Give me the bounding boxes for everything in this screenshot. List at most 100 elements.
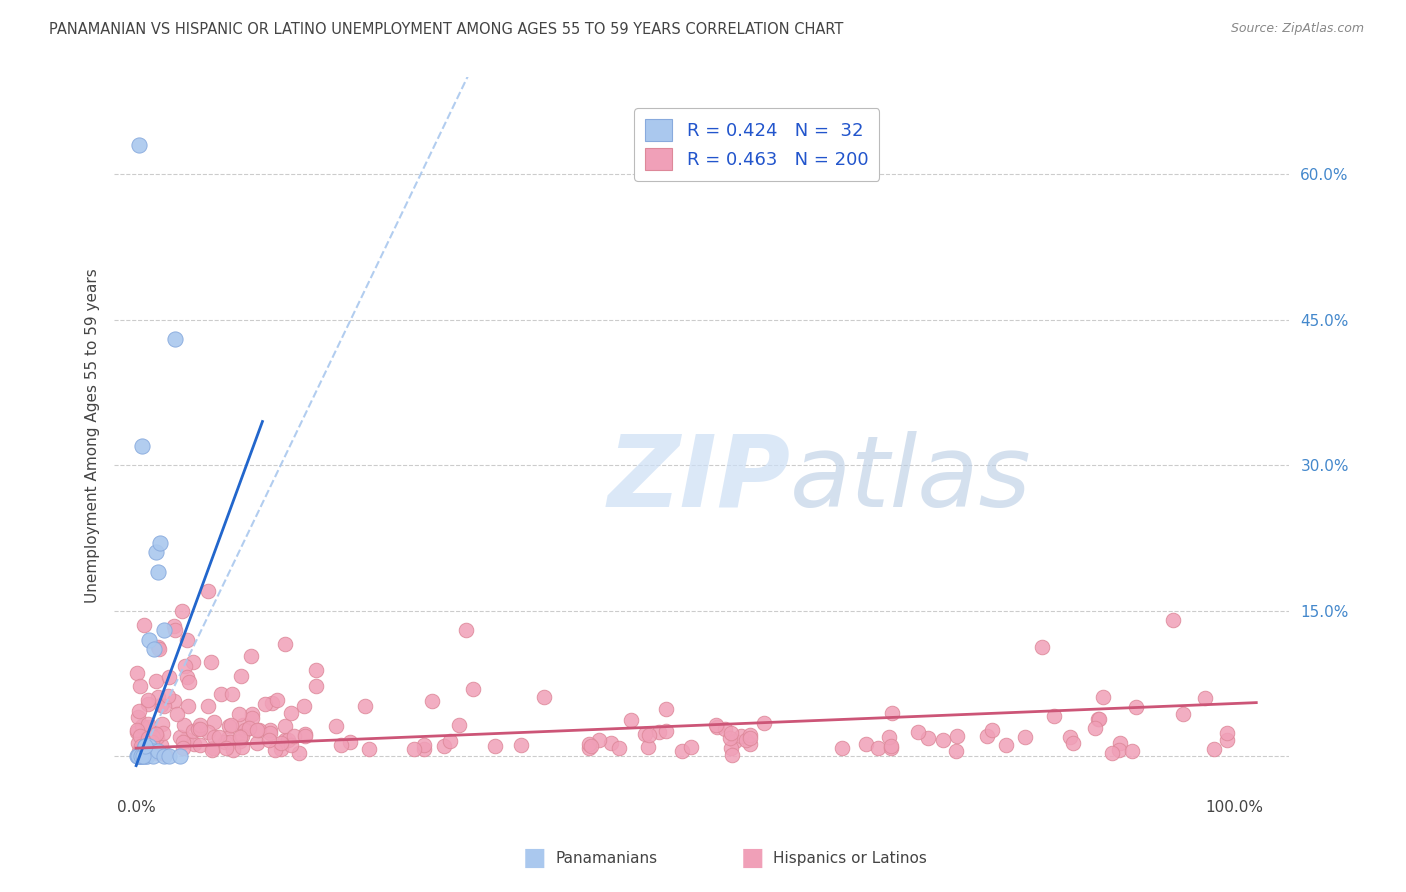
- Point: [132, 748, 155, 763]
- Point: [714, 722, 737, 736]
- Y-axis label: Unemployment Among Ages 55 to 59 years: Unemployment Among Ages 55 to 59 years: [86, 268, 100, 604]
- Point: [274, 637, 297, 651]
- Point: [274, 732, 297, 747]
- Point: [136, 744, 159, 758]
- Point: [146, 730, 169, 744]
- Point: [240, 706, 263, 721]
- Point: [277, 732, 299, 747]
- Point: [176, 632, 198, 647]
- Point: [420, 694, 443, 708]
- Point: [152, 725, 174, 739]
- Point: [183, 655, 205, 669]
- Point: [172, 735, 194, 749]
- Point: [1215, 726, 1237, 740]
- Point: [339, 734, 361, 748]
- Point: [146, 746, 169, 760]
- Point: [169, 748, 191, 763]
- Point: [257, 733, 280, 747]
- Point: [188, 718, 211, 732]
- Point: [174, 732, 197, 747]
- Point: [131, 748, 153, 763]
- Point: [157, 689, 180, 703]
- Point: [449, 718, 471, 732]
- Point: [325, 719, 347, 733]
- Point: [280, 706, 302, 721]
- Point: [145, 727, 167, 741]
- Point: [228, 734, 250, 748]
- Point: [132, 618, 155, 632]
- Point: [294, 727, 316, 741]
- Point: [142, 642, 165, 657]
- Point: [136, 720, 159, 734]
- Point: [1101, 746, 1123, 760]
- Point: [201, 743, 224, 757]
- Point: [724, 734, 747, 748]
- Point: [433, 739, 456, 754]
- Point: [262, 696, 284, 710]
- Point: [917, 731, 939, 745]
- Point: [945, 729, 967, 743]
- Point: [132, 722, 155, 736]
- Point: [274, 719, 297, 733]
- Point: [880, 741, 903, 756]
- Point: [187, 723, 209, 737]
- Point: [135, 747, 157, 761]
- Point: [146, 744, 169, 758]
- Point: [1088, 712, 1111, 726]
- Point: [1031, 640, 1053, 655]
- Point: [172, 605, 194, 619]
- Point: [718, 731, 741, 746]
- Text: ■: ■: [741, 847, 763, 870]
- Point: [866, 740, 889, 755]
- Point: [738, 731, 761, 745]
- Point: [129, 748, 152, 763]
- Point: [136, 693, 159, 707]
- Point: [294, 729, 316, 743]
- Point: [127, 710, 149, 724]
- Point: [1059, 731, 1081, 745]
- Point: [740, 728, 762, 742]
- Point: [202, 730, 225, 744]
- Point: [138, 632, 160, 647]
- Point: [620, 713, 643, 727]
- Point: [704, 718, 727, 732]
- Point: [136, 697, 159, 711]
- Point: [127, 748, 149, 763]
- Point: [152, 717, 174, 731]
- Point: [127, 748, 149, 763]
- Point: [132, 744, 155, 758]
- Point: [877, 730, 900, 744]
- Point: [270, 736, 292, 750]
- Point: [142, 748, 165, 763]
- Point: [142, 731, 165, 745]
- Point: [231, 729, 253, 743]
- Point: [129, 748, 152, 763]
- Point: [259, 725, 281, 739]
- Point: [134, 739, 156, 754]
- Point: [181, 724, 204, 739]
- Point: [163, 332, 186, 346]
- Point: [671, 744, 693, 758]
- Point: [292, 698, 315, 713]
- Point: [304, 679, 326, 693]
- Point: [681, 740, 703, 755]
- Point: [246, 736, 269, 750]
- Text: PANAMANIAN VS HISPANIC OR LATINO UNEMPLOYMENT AMONG AGES 55 TO 59 YEARS CORRELAT: PANAMANIAN VS HISPANIC OR LATINO UNEMPLO…: [49, 22, 844, 37]
- Point: [233, 723, 256, 738]
- Point: [127, 666, 149, 681]
- Point: [134, 739, 156, 754]
- Point: [402, 741, 425, 756]
- Point: [177, 675, 200, 690]
- Point: [1087, 712, 1109, 726]
- Point: [357, 741, 380, 756]
- Point: [735, 733, 758, 747]
- Point: [208, 730, 231, 744]
- Point: [752, 716, 775, 731]
- Point: [647, 725, 669, 739]
- Text: ■: ■: [523, 847, 546, 870]
- Point: [136, 731, 159, 745]
- Point: [634, 727, 657, 741]
- Text: ZIP: ZIP: [607, 431, 790, 527]
- Point: [146, 565, 169, 579]
- Point: [127, 735, 149, 749]
